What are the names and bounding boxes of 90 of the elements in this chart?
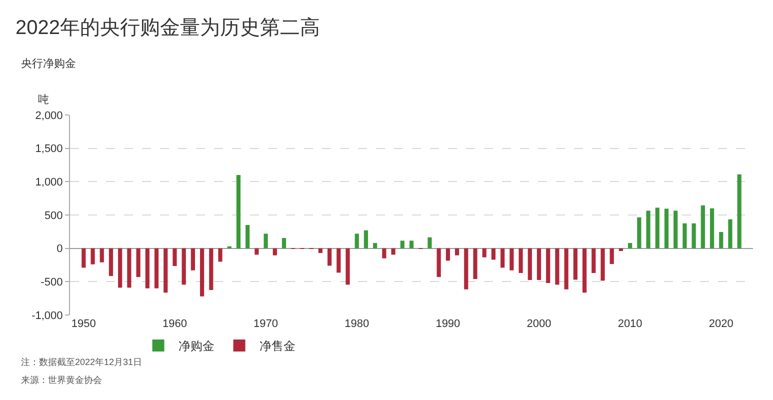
bar [719,232,724,248]
bar [346,248,350,285]
y-tick-label: 500 [44,210,63,222]
bar [254,248,259,255]
bar [236,175,241,248]
y-tick-label: 2,000 [35,110,63,122]
bar [446,248,450,261]
bar [464,248,468,290]
legend-label: 净售金 [259,339,296,354]
bar [637,217,642,248]
x-tick-label: 1970 [254,318,278,330]
bar [246,225,250,248]
y-tick-label: 0 [56,243,63,256]
bar [454,248,460,256]
bar [610,248,614,264]
bar [190,248,195,270]
bar [564,248,568,290]
y-tick-label: 1,000 [35,176,63,189]
y-axis-title: 央行净购金 [21,57,76,70]
bar [628,243,632,248]
bar [655,208,660,248]
chart-title: 2022年的央行购金量为历史第二高 [15,16,320,39]
bar [700,205,705,248]
bar [473,248,478,279]
bar [354,234,359,248]
bar [618,248,623,251]
x-tick-label: 1960 [162,318,187,330]
bar [555,248,560,285]
bar [664,208,669,248]
bar [409,240,414,248]
bar [546,248,550,283]
bar [674,210,678,248]
bar [182,248,186,285]
bar [710,208,714,248]
bar [491,248,496,260]
bar [482,248,486,258]
text: 注：数据截至2022年12月31日 [21,357,142,367]
bar [127,248,132,288]
x-tick-label: 1950 [71,318,96,330]
bar [592,248,596,273]
bar [646,210,650,248]
bar [600,248,605,281]
x-tick-label: 2010 [618,318,642,330]
x-tick-label: 2020 [708,318,734,330]
legend-label: 净购金 [178,339,214,354]
bar [682,223,687,248]
bar [154,248,159,288]
bar [327,248,332,266]
bar [400,240,404,248]
bar [272,248,277,256]
bar [136,248,140,277]
bar [200,248,204,296]
x-tick-label: 2000 [526,318,552,330]
bar [391,248,396,255]
bar [172,248,177,266]
bar [692,223,696,248]
bar [428,237,432,248]
bar [209,248,214,290]
bar [373,243,378,248]
bar [118,248,122,288]
bar [318,248,322,253]
bar [82,248,86,268]
bar [282,238,286,248]
bar [164,248,168,293]
bar [737,174,742,248]
bar [382,248,386,258]
bar [90,248,95,264]
bar [145,248,150,288]
bar [582,248,587,293]
bar [536,248,542,280]
y-tick-label: -1,000 [32,310,63,322]
bar [573,248,578,280]
bar [336,248,341,273]
bar [100,248,104,262]
bar [528,248,532,280]
bar [218,248,222,262]
source-note: 来源：世界黄金协会 [21,375,102,385]
bar [728,219,732,248]
bar [108,248,114,276]
x-tick-label: 1990 [436,318,460,330]
bar [510,248,514,270]
y-tick-label: -500 [40,276,63,289]
x-tick-label: 1980 [344,318,370,330]
text: 吨 [38,93,49,106]
bar [264,234,268,248]
bar [436,248,441,277]
bar [500,248,505,268]
bar [518,248,523,273]
y-tick-label: 1,500 [35,143,63,156]
bar [364,230,368,248]
